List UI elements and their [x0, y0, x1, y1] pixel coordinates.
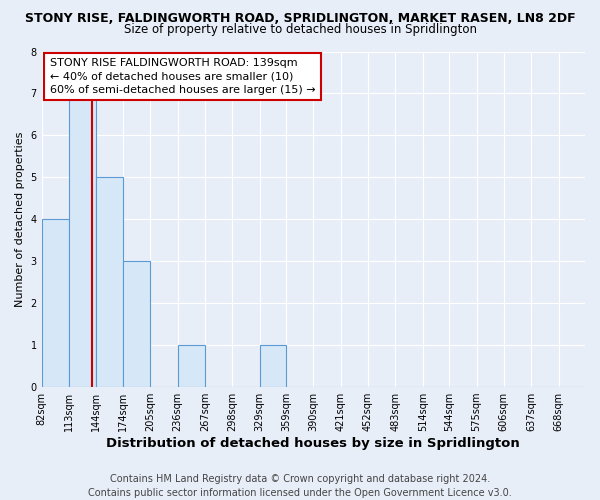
- Text: Contains HM Land Registry data © Crown copyright and database right 2024.
Contai: Contains HM Land Registry data © Crown c…: [88, 474, 512, 498]
- Bar: [41, 220, 69, 387]
- Text: Size of property relative to detached houses in Spridlington: Size of property relative to detached ho…: [124, 22, 476, 36]
- Bar: [178, 345, 205, 387]
- X-axis label: Distribution of detached houses by size in Spridlington: Distribution of detached houses by size …: [106, 437, 520, 450]
- Bar: [260, 345, 286, 387]
- Text: STONY RISE FALDINGWORTH ROAD: 139sqm
← 40% of detached houses are smaller (10)
6: STONY RISE FALDINGWORTH ROAD: 139sqm ← 4…: [50, 58, 316, 94]
- Bar: [97, 178, 123, 387]
- Bar: [123, 261, 150, 387]
- Bar: [69, 94, 97, 387]
- Text: STONY RISE, FALDINGWORTH ROAD, SPRIDLINGTON, MARKET RASEN, LN8 2DF: STONY RISE, FALDINGWORTH ROAD, SPRIDLING…: [25, 12, 575, 26]
- Y-axis label: Number of detached properties: Number of detached properties: [15, 132, 25, 307]
